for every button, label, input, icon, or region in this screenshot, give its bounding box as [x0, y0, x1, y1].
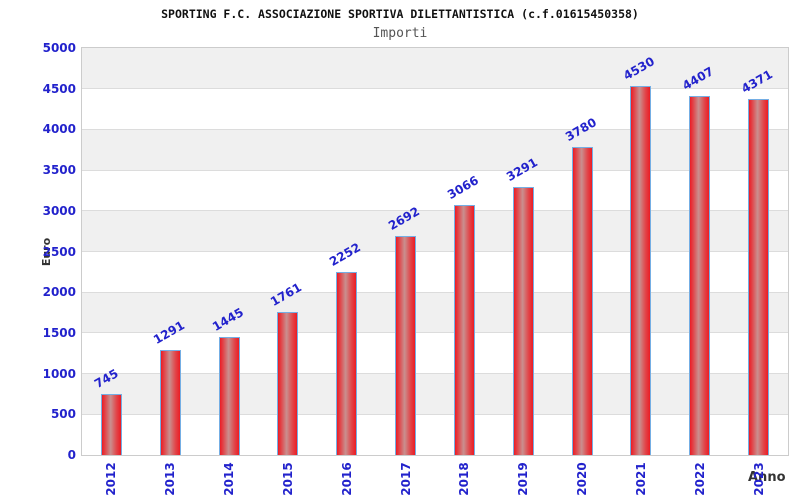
plot-band: [82, 210, 788, 252]
y-tick-label: 500: [50, 407, 76, 422]
y-tick-label: 5000: [42, 41, 76, 55]
y-tick-label: 3000: [42, 203, 76, 218]
x-tick-label: 2014: [222, 462, 237, 496]
bar-2012: [100, 394, 122, 455]
gridline: [82, 251, 788, 252]
x-tick-label: 2013: [163, 462, 178, 496]
bar-2013: [159, 349, 181, 455]
chart-title: SPORTING F.C. ASSOCIAZIONE SPORTIVA DILE…: [161, 7, 639, 21]
x-tick-label: 2015: [280, 462, 295, 496]
x-tick-label: 2016: [339, 462, 354, 496]
gridline: [82, 210, 788, 212]
plot-band: [82, 129, 788, 171]
x-tick-label: 2012: [104, 462, 119, 496]
bar-2018: [453, 205, 475, 455]
gridline: [82, 332, 788, 334]
gridline: [82, 413, 788, 415]
bar-2014: [218, 337, 240, 455]
x-tick-label: 2018: [457, 462, 472, 496]
y-tick-label: 1500: [42, 325, 76, 340]
x-tick-label: 2017: [398, 462, 413, 496]
x-tick-label: 2022: [692, 462, 707, 496]
x-tick-label: 2023: [751, 462, 766, 496]
bar-2019: [512, 187, 534, 455]
plot-band: [82, 414, 788, 455]
bar-2017: [395, 235, 417, 455]
bar-2020: [571, 147, 593, 455]
gridline: [82, 373, 788, 375]
x-tick-label: 2020: [575, 462, 590, 496]
plot-band: [82, 332, 788, 374]
gridline: [82, 88, 788, 90]
gridline: [82, 291, 788, 293]
y-tick-label: 4500: [42, 81, 76, 96]
plot-band: [82, 292, 788, 333]
y-tick-label: 2500: [42, 244, 76, 259]
plot-band: [82, 251, 788, 293]
y-tick-label: 4000: [42, 122, 76, 137]
chart-subtitle: Importi: [372, 26, 428, 41]
y-tick-label: 1000: [42, 366, 76, 381]
bar-2023: [748, 99, 770, 455]
y-tick-label: 3500: [42, 163, 76, 178]
y-tick-label: 0: [67, 448, 76, 462]
x-axis-title: Anno: [748, 470, 786, 485]
plot-band: [82, 48, 788, 89]
x-tick-label: 2019: [516, 462, 531, 496]
gridline: [82, 169, 788, 171]
gridline: [82, 128, 788, 130]
y-tick-label: 2000: [42, 285, 76, 300]
x-tick-label: 2021: [633, 462, 648, 496]
bar-2022: [689, 96, 711, 455]
plot-band: [82, 373, 788, 415]
bar-2015: [277, 311, 299, 455]
bar-2021: [630, 86, 652, 455]
plot-band: [82, 88, 788, 130]
bar-2016: [336, 271, 358, 455]
plot-band: [82, 170, 788, 211]
plot-area: 745 1291 1445 1761 2252 2692 3066 3291 3780 4530 4…: [81, 47, 789, 456]
